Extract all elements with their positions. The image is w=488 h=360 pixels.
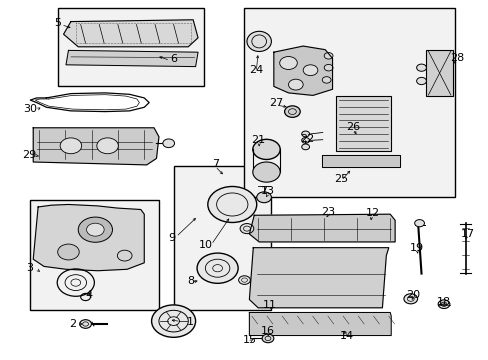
Text: 30: 30	[23, 104, 37, 114]
Text: 25: 25	[334, 174, 347, 184]
Text: 8: 8	[187, 276, 194, 286]
Bar	[58, 8, 204, 86]
Polygon shape	[33, 204, 144, 271]
Ellipse shape	[301, 131, 309, 137]
Ellipse shape	[414, 220, 424, 227]
Ellipse shape	[246, 31, 271, 51]
Text: 11: 11	[263, 300, 276, 310]
Ellipse shape	[279, 57, 297, 69]
Text: 2: 2	[69, 319, 76, 329]
Ellipse shape	[78, 217, 112, 242]
Ellipse shape	[324, 53, 332, 59]
Text: 26: 26	[346, 122, 359, 132]
Bar	[173, 166, 271, 310]
Polygon shape	[33, 128, 159, 165]
Ellipse shape	[163, 139, 174, 148]
Bar	[336, 96, 390, 151]
Text: 9: 9	[168, 233, 175, 243]
Polygon shape	[249, 214, 394, 242]
Ellipse shape	[288, 79, 303, 90]
Ellipse shape	[86, 223, 104, 236]
Text: 14: 14	[340, 330, 353, 341]
Ellipse shape	[403, 294, 417, 304]
Ellipse shape	[97, 138, 118, 154]
Ellipse shape	[416, 77, 426, 85]
Text: 29: 29	[21, 150, 36, 160]
Text: 22: 22	[299, 134, 314, 144]
Polygon shape	[249, 312, 390, 336]
Bar	[30, 200, 159, 310]
Ellipse shape	[256, 192, 271, 203]
Text: 12: 12	[365, 208, 379, 218]
Polygon shape	[66, 50, 198, 67]
Polygon shape	[63, 20, 198, 47]
Text: 1: 1	[187, 317, 194, 327]
Text: 13: 13	[261, 186, 274, 196]
Text: 17: 17	[460, 229, 473, 239]
Text: 19: 19	[409, 243, 423, 253]
Text: 10: 10	[198, 240, 212, 250]
Ellipse shape	[197, 253, 238, 283]
Ellipse shape	[322, 77, 330, 83]
Ellipse shape	[58, 244, 79, 260]
Ellipse shape	[252, 162, 280, 182]
Text: 28: 28	[449, 53, 464, 63]
Ellipse shape	[303, 65, 317, 76]
Text: 21: 21	[251, 135, 264, 145]
Ellipse shape	[151, 305, 195, 337]
Ellipse shape	[284, 106, 300, 117]
Text: 18: 18	[436, 297, 450, 307]
Text: 6: 6	[170, 54, 177, 64]
Text: 15: 15	[242, 335, 256, 345]
Polygon shape	[273, 46, 332, 95]
Ellipse shape	[416, 64, 426, 71]
Ellipse shape	[60, 138, 81, 154]
Ellipse shape	[240, 224, 253, 234]
Text: 24: 24	[248, 65, 263, 75]
Bar	[426, 50, 452, 96]
Ellipse shape	[252, 139, 280, 159]
Ellipse shape	[207, 186, 256, 222]
Text: 27: 27	[268, 98, 283, 108]
Ellipse shape	[324, 64, 332, 71]
Bar	[243, 8, 454, 197]
Ellipse shape	[437, 300, 449, 309]
Text: 3: 3	[26, 263, 33, 273]
Text: 7: 7	[211, 159, 218, 169]
Ellipse shape	[238, 276, 250, 284]
Text: 23: 23	[321, 207, 335, 217]
Ellipse shape	[301, 144, 309, 150]
Ellipse shape	[262, 334, 273, 343]
Text: 16: 16	[261, 326, 274, 336]
Polygon shape	[321, 155, 399, 167]
Ellipse shape	[301, 138, 309, 143]
Polygon shape	[249, 248, 388, 308]
Ellipse shape	[80, 320, 91, 328]
Text: 4: 4	[86, 290, 93, 300]
Text: 5: 5	[54, 18, 61, 28]
Text: 20: 20	[405, 290, 419, 300]
